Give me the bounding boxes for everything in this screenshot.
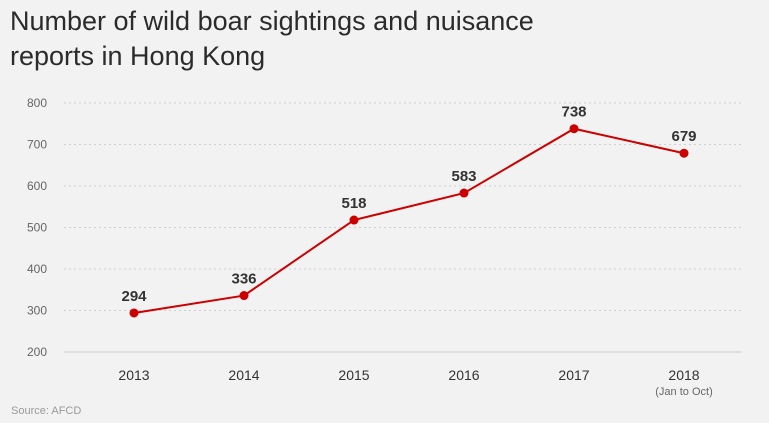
data-point [569, 124, 579, 134]
x-tick-note: (Jan to Oct) [655, 386, 712, 398]
data-label: 679 [671, 128, 696, 145]
x-tick-label: 2013 [118, 367, 149, 383]
source-note: Source: AFCD [11, 405, 82, 417]
data-label: 583 [451, 168, 476, 185]
data-point [239, 291, 249, 301]
x-tick-label: 2018 [668, 367, 699, 383]
y-tick-label: 400 [27, 262, 47, 276]
data-label: 738 [561, 104, 586, 121]
data-label: 294 [121, 288, 147, 305]
data-point [459, 188, 469, 198]
y-tick-label: 200 [27, 345, 47, 359]
y-tick-label: 300 [27, 304, 47, 318]
data-point [349, 215, 359, 225]
y-tick-label: 800 [27, 96, 47, 110]
y-tick-label: 600 [27, 179, 47, 193]
chart-title: Number of wild boar sightings and nuisan… [10, 6, 534, 71]
y-tick-label: 700 [27, 138, 47, 152]
x-tick-label: 2016 [448, 367, 479, 383]
x-tick-label: 2015 [338, 367, 369, 383]
data-point [129, 308, 139, 318]
data-point [679, 148, 689, 158]
series-line [133, 127, 685, 314]
x-tick-label: 2017 [558, 367, 589, 383]
y-tick-label: 500 [27, 221, 47, 235]
x-tick-label: 2014 [228, 367, 259, 383]
data-label: 336 [231, 271, 256, 288]
data-label: 518 [341, 195, 366, 212]
